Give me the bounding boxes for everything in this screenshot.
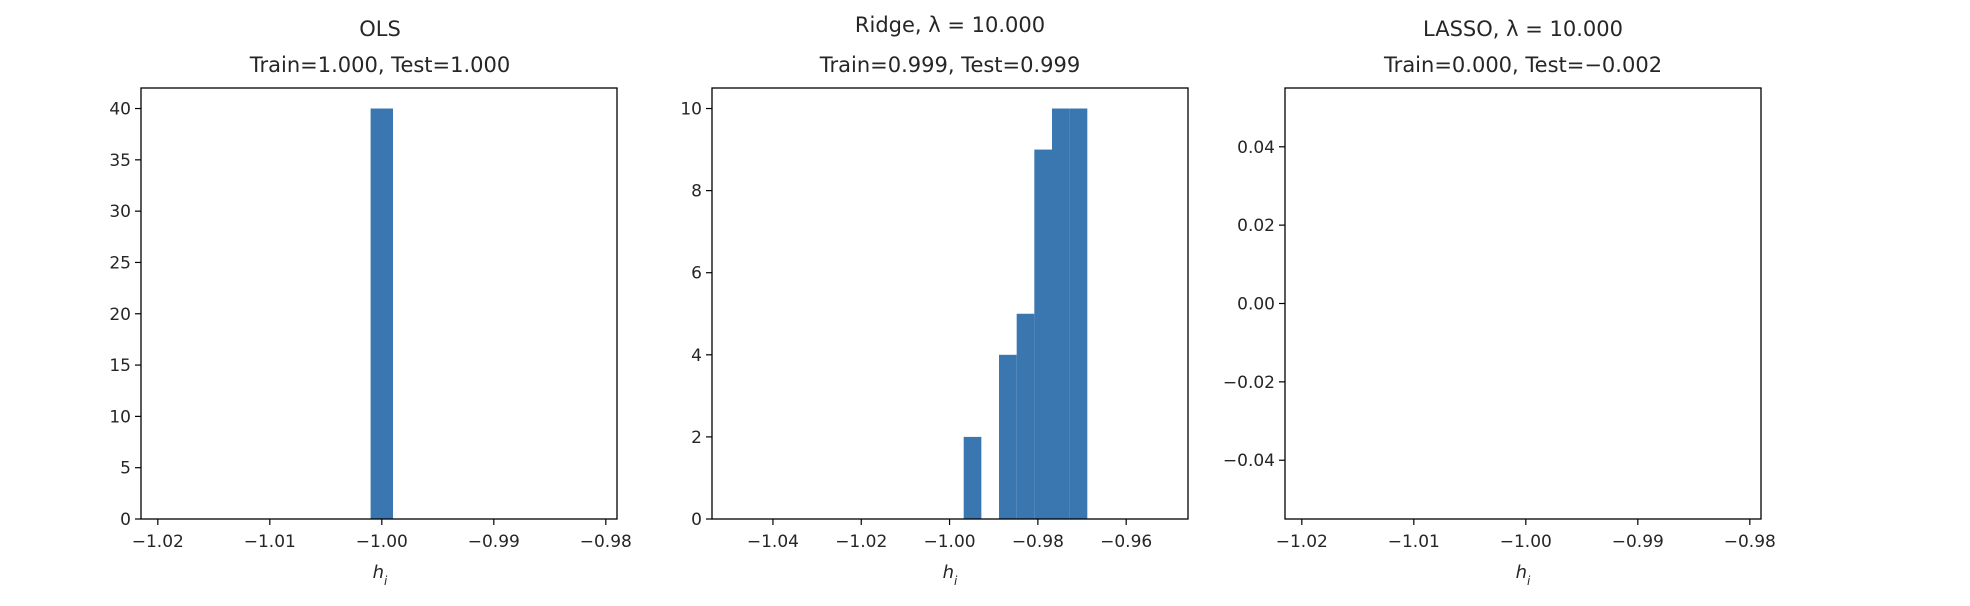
x-tick-label: −0.98 (1724, 532, 1776, 552)
y-tick-label: 10 (109, 407, 131, 427)
y-tick-label: 2 (691, 428, 702, 448)
x-tick-label: −1.00 (924, 532, 976, 552)
x-tick-label: −0.96 (1100, 532, 1152, 552)
chart-subtitle: Train=1.000, Test=1.000 (249, 53, 511, 77)
y-axis-ticks: 0 5 10 15 20 25 30 35 40 (109, 100, 141, 530)
y-axis-ticks: −0.04 −0.02 0.00 0.02 0.04 (1223, 138, 1285, 471)
panel-lasso: LASSO, λ = 10.000 Train=0.000, Test=−0.0… (1223, 17, 1776, 588)
y-tick-label: −0.02 (1223, 373, 1275, 393)
x-tick-label: −1.04 (747, 532, 799, 552)
y-tick-label: 0.00 (1237, 295, 1275, 315)
histogram-bar (370, 108, 393, 520)
x-tick-label: −0.98 (580, 532, 632, 552)
y-axis-ticks: 0 2 4 6 8 10 (680, 100, 712, 530)
x-tick-label: −1.02 (132, 532, 184, 552)
y-tick-label: 0 (120, 510, 131, 530)
x-tick-label: −0.98 (1012, 532, 1064, 552)
histogram-bar (963, 436, 982, 519)
y-tick-label: 0.02 (1237, 216, 1275, 236)
chart-title: LASSO, λ = 10.000 (1423, 17, 1623, 41)
y-tick-label: 0.04 (1237, 138, 1275, 158)
y-tick-label: 25 (109, 253, 131, 273)
y-tick-label: 8 (691, 182, 702, 202)
y-tick-label: 15 (109, 356, 131, 376)
chart-title: Ridge, λ = 10.000 (855, 13, 1045, 37)
y-tick-label: 4 (691, 346, 702, 366)
y-tick-label: 30 (109, 202, 131, 222)
histogram-bar (1052, 108, 1070, 520)
histogram-bars (963, 108, 1088, 520)
histogram-bar (1016, 313, 1035, 519)
y-tick-label: 5 (120, 459, 131, 479)
chart-title: OLS (359, 17, 401, 41)
y-tick-label: 35 (109, 151, 131, 171)
x-axis-ticks: −1.02 −1.01 −1.00 −0.99 −0.98 (132, 519, 632, 552)
y-tick-label: 6 (691, 264, 702, 284)
x-tick-label: −0.99 (1612, 532, 1664, 552)
x-tick-label: −1.02 (1276, 532, 1328, 552)
plot-frame (711, 87, 1189, 520)
x-axis-label: hi (1516, 562, 1531, 588)
histogram-bar (1034, 149, 1052, 519)
x-axis-ticks: −1.02 −1.01 −1.00 −0.99 −0.98 (1276, 519, 1776, 552)
x-tick-label: −1.00 (356, 532, 408, 552)
plot-frame (1284, 87, 1762, 520)
histogram-bars (370, 108, 393, 520)
x-axis-label: hi (373, 562, 388, 588)
chart-subtitle: Train=0.999, Test=0.999 (819, 53, 1081, 77)
histogram-bar (1069, 108, 1088, 520)
y-tick-label: 20 (109, 305, 131, 325)
x-tick-label: −1.00 (1500, 532, 1552, 552)
x-tick-label: −1.01 (1388, 532, 1440, 552)
x-tick-label: −1.02 (835, 532, 887, 552)
plot-frame (140, 87, 618, 520)
panel-ols: OLS Train=1.000, Test=1.000 0 5 10 15 20 25 30… (109, 17, 631, 588)
y-tick-label: 10 (680, 100, 702, 120)
y-tick-label: 40 (109, 100, 131, 120)
histogram-bar (999, 354, 1017, 519)
chart-subtitle: Train=0.000, Test=−0.002 (1383, 53, 1662, 77)
x-axis-ticks: −1.04 −1.02 −1.00 −0.98 −0.96 (747, 519, 1152, 552)
y-tick-label: −0.04 (1223, 451, 1275, 471)
panel-ridge: Ridge, λ = 10.000 Train=0.999, Test=0.99… (680, 13, 1189, 588)
y-tick-label: 0 (691, 510, 702, 530)
x-axis-label: hi (943, 562, 958, 588)
x-tick-label: −1.01 (244, 532, 296, 552)
x-tick-label: −0.99 (468, 532, 520, 552)
